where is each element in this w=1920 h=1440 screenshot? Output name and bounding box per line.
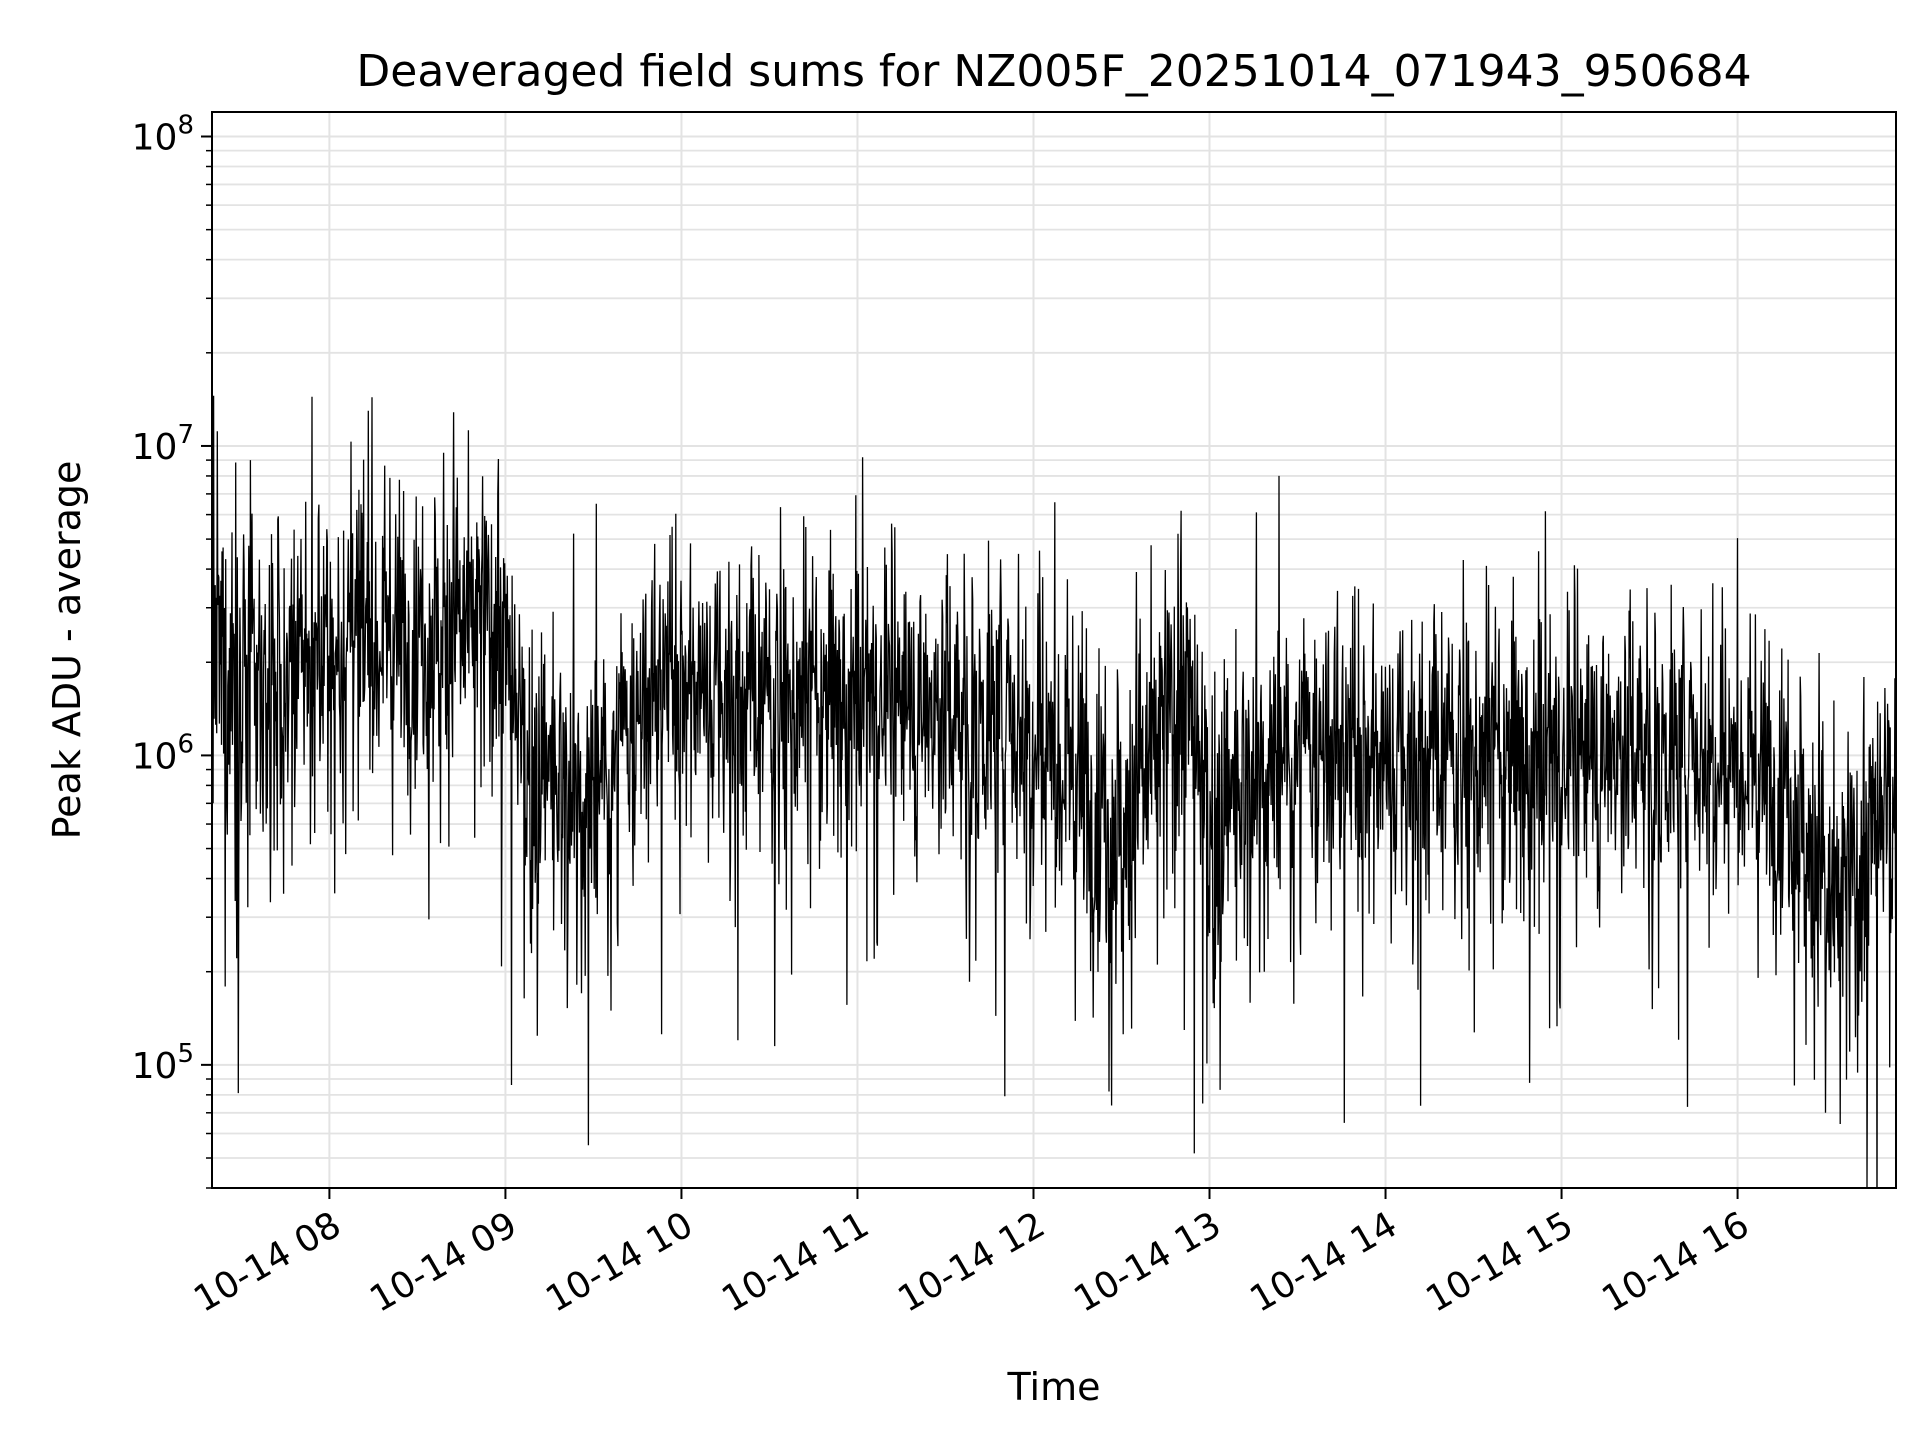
chart-title: Deaveraged field sums for NZ005F_2025101… xyxy=(356,46,1751,97)
y-tick-label: 105 xyxy=(132,1039,194,1087)
y-axis-label: Peak ADU - average xyxy=(45,461,89,840)
y-tick-label: 106 xyxy=(132,729,194,777)
series-layer xyxy=(212,395,1896,1188)
y-tick-label: 108 xyxy=(132,111,194,159)
plot-frame xyxy=(211,111,1897,1189)
series-line xyxy=(212,395,1896,1188)
x-axis-label: Time xyxy=(1007,1365,1101,1409)
y-tick-label: 107 xyxy=(132,420,194,468)
